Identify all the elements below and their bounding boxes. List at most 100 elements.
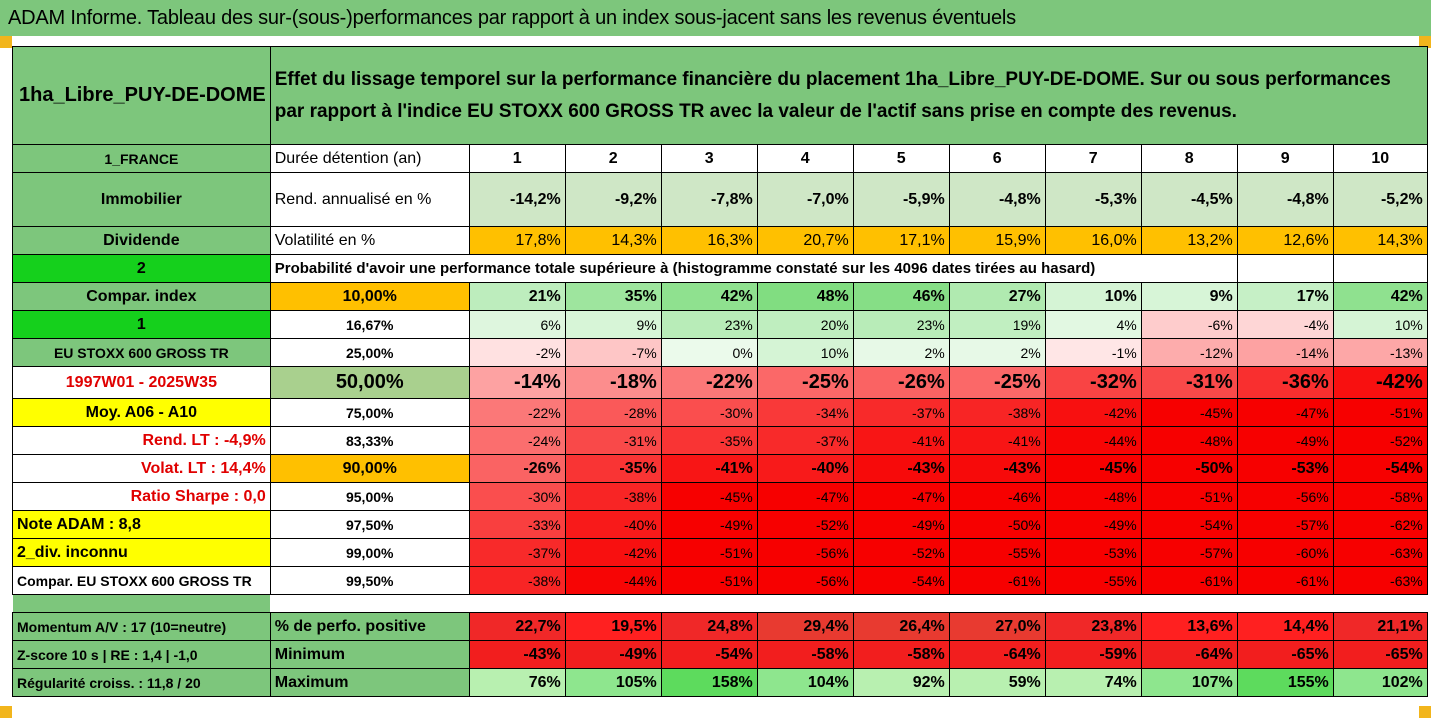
quantile-value: -31% — [564, 426, 662, 455]
volat-lt-label: Volat. LT : 14,4% — [12, 454, 271, 483]
quantile-value: -45% — [660, 482, 758, 511]
year-header: 9 — [1236, 144, 1334, 173]
quantile-value: -60% — [1236, 538, 1334, 567]
country-label: 1_FRANCE — [12, 144, 271, 173]
empty-cell — [1236, 254, 1334, 283]
note-label: Note ADAM : 8,8 — [12, 510, 271, 539]
quantile-value: -42% — [1332, 366, 1428, 399]
quantile-value: -49% — [1236, 426, 1334, 455]
bottom-value: 26,4% — [852, 612, 950, 641]
category-label: Immobilier — [12, 172, 271, 227]
bottom-value: 92% — [852, 668, 950, 697]
quantile-value: -37% — [468, 538, 566, 567]
quantile-value: -34% — [756, 398, 854, 427]
quantile-value: -48% — [1140, 426, 1238, 455]
quantile-value: 0% — [660, 338, 758, 367]
rend-value: -7,8% — [660, 172, 758, 227]
quantile-value: -14% — [468, 366, 566, 399]
quantile-value: 2% — [852, 338, 950, 367]
table-row: Momentum A/V : 17 (10=neutre)% de perfo.… — [12, 612, 1428, 641]
quantile-value: -54% — [1332, 454, 1428, 483]
gap-cell — [853, 595, 949, 613]
description: Effet du lissage temporel sur la perform… — [269, 46, 1428, 145]
bottom-value: -43% — [468, 640, 566, 669]
quantile-value: -12% — [1140, 338, 1238, 367]
quantile-value: -54% — [1140, 510, 1238, 539]
quantile-value: -55% — [1044, 566, 1142, 595]
rend-value: -5,3% — [1044, 172, 1142, 227]
bottom-value: 19,5% — [564, 612, 662, 641]
bottom-value: 59% — [948, 668, 1046, 697]
quantile-prob: 75,00% — [269, 398, 470, 427]
quantile-value: 27% — [948, 282, 1046, 311]
bottom-value: -58% — [852, 640, 950, 669]
sharpe-label: Ratio Sharpe : 0,0 — [12, 482, 271, 511]
quantile-value: -52% — [852, 538, 950, 567]
gap-cell — [1045, 595, 1141, 613]
quantile-value: -52% — [756, 510, 854, 539]
bottom-left-label: Z-score 10 s | RE : 1,4 | -1,0 — [12, 640, 271, 669]
table-row: Volat. LT : 14,4% 90,00% -26% -35% -41% -40% -… — [12, 454, 1428, 483]
quantile-value: -50% — [948, 510, 1046, 539]
quantile-value: -35% — [660, 426, 758, 455]
year-header: 5 — [852, 144, 950, 173]
quantile-value: -56% — [756, 538, 854, 567]
quantile-value: -22% — [660, 366, 758, 399]
table-row: Dividende Volatilité en % 17,8% 14,3% 16,3% 2… — [12, 226, 1428, 255]
bottom-left-label: Momentum A/V : 17 (10=neutre) — [12, 612, 271, 641]
quantile-value: -51% — [660, 538, 758, 567]
compar-index-label: Compar. index — [12, 282, 271, 311]
quantile-value: -28% — [564, 398, 662, 427]
quantile-value: 46% — [852, 282, 950, 311]
vol-value: 15,9% — [948, 226, 1046, 255]
quantile-value: -54% — [852, 566, 950, 595]
report-title: ADAM Informe. Tableau des sur-(sous-)per… — [0, 0, 1431, 36]
quantile-value: -42% — [564, 538, 662, 567]
rend-label: Rend. annualisé en % — [269, 172, 470, 227]
quantile-value: -6% — [1140, 310, 1238, 339]
corner-marker — [0, 706, 12, 718]
year-header: 2 — [564, 144, 662, 173]
year-header: 3 — [660, 144, 758, 173]
quantile-value: -63% — [1332, 538, 1428, 567]
quantile-value: 19% — [948, 310, 1046, 339]
table-row — [12, 594, 1428, 613]
quantile-value: -48% — [1044, 482, 1142, 511]
rend-value: -14,2% — [468, 172, 566, 227]
quantile-prob: 83,33% — [269, 426, 470, 455]
gap-cell — [1237, 595, 1333, 613]
year-header: 1 — [468, 144, 566, 173]
rend-value: -4,8% — [948, 172, 1046, 227]
table-row: Moy. A06 - A10 75,00% -22% -28% -30% -34% -37%… — [12, 398, 1428, 427]
table-row: 2 Probabilité d'avoir une performance tot… — [12, 254, 1428, 283]
year-header: 8 — [1140, 144, 1238, 173]
bottom-value: -59% — [1044, 640, 1142, 669]
bottom-value: 23,8% — [1044, 612, 1142, 641]
quantile-value: -53% — [1236, 454, 1334, 483]
quantile-value: -53% — [1044, 538, 1142, 567]
bottom-value: 74% — [1044, 668, 1142, 697]
table-row: Compar. EU STOXX 600 GROSS TR 99,50% -38% -… — [12, 566, 1428, 595]
vol-value: 13,2% — [1140, 226, 1238, 255]
quantile-value: 21% — [468, 282, 566, 311]
bottom-value: 14,4% — [1236, 612, 1334, 641]
quantile-value: -26% — [468, 454, 566, 483]
bottom-value: -49% — [564, 640, 662, 669]
bottom-row-label: % de perfo. positive — [269, 612, 470, 641]
quantile-value: -18% — [564, 366, 662, 399]
quantile-value: -30% — [660, 398, 758, 427]
quantile-prob: 99,50% — [269, 566, 470, 595]
rend-value: -9,2% — [564, 172, 662, 227]
corner-marker — [1419, 706, 1431, 718]
dividend-label: Dividende — [12, 226, 271, 255]
rend-value: -4,5% — [1140, 172, 1238, 227]
quantile-value: -30% — [468, 482, 566, 511]
quantile-prob: 50,00% — [269, 366, 470, 399]
gap-cell — [1333, 595, 1427, 613]
num-1-label: 1 — [12, 310, 271, 339]
quantile-value: -31% — [1140, 366, 1238, 399]
quantile-prob: 16,67% — [269, 310, 470, 339]
index-name-label: EU STOXX 600 GROSS TR — [12, 338, 271, 367]
quantile-prob: 25,00% — [269, 338, 470, 367]
rend-value: -5,9% — [852, 172, 950, 227]
